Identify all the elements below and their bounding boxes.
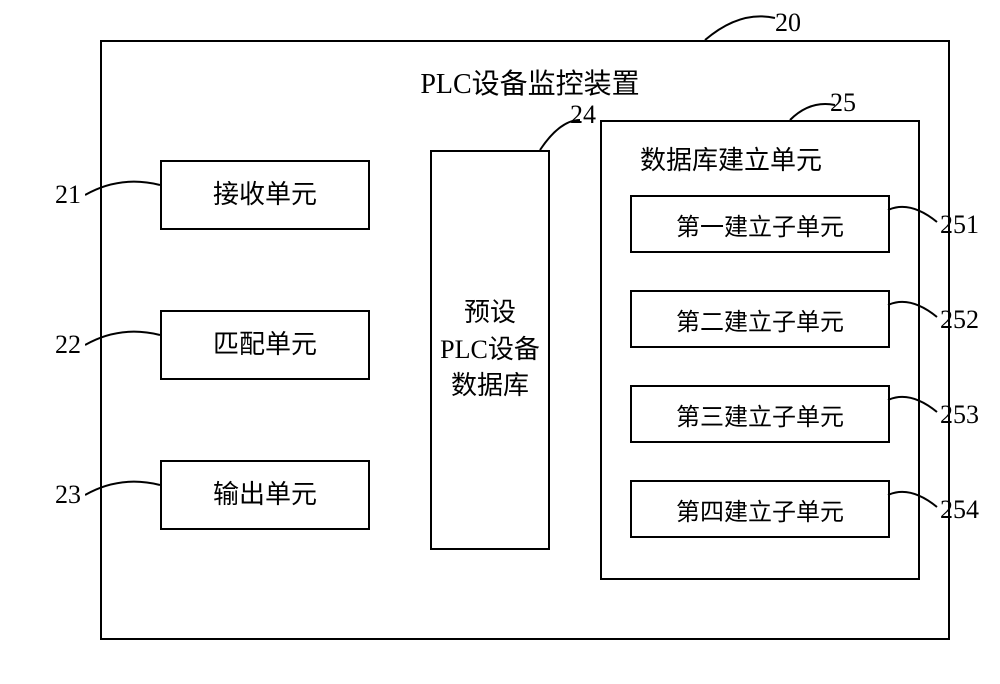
unit-match: 匹配单元 bbox=[160, 310, 370, 380]
leader-251 bbox=[885, 200, 940, 230]
leader-22 bbox=[85, 325, 165, 355]
ref-23: 23 bbox=[55, 480, 81, 510]
subunit-3-label: 第三建立子单元 bbox=[676, 397, 844, 432]
leader-25 bbox=[785, 100, 840, 125]
ref-254: 254 bbox=[940, 495, 979, 525]
leader-21 bbox=[85, 175, 165, 205]
diagram-canvas: PLC设备监控装置 接收单元 匹配单元 输出单元 预设 PLC设备 数据库 数据… bbox=[0, 0, 1000, 684]
unit-preset-db-label: 预设 PLC设备 数据库 bbox=[440, 295, 540, 404]
subunit-4: 第四建立子单元 bbox=[630, 480, 890, 538]
leader-20 bbox=[700, 10, 790, 45]
subunit-2: 第二建立子单元 bbox=[630, 290, 890, 348]
outer-title: PLC设备监控装置 bbox=[380, 62, 680, 102]
subunit-4-label: 第四建立子单元 bbox=[676, 492, 844, 527]
unit-output-label: 输出单元 bbox=[213, 477, 317, 513]
unit-receive-label: 接收单元 bbox=[213, 177, 317, 213]
unit-db-build-title: 数据库建立单元 bbox=[640, 140, 822, 177]
leader-24 bbox=[535, 115, 585, 155]
subunit-3: 第三建立子单元 bbox=[630, 385, 890, 443]
unit-output: 输出单元 bbox=[160, 460, 370, 530]
leader-253 bbox=[885, 390, 940, 420]
leader-254 bbox=[885, 485, 940, 515]
ref-252: 252 bbox=[940, 305, 979, 335]
ref-251: 251 bbox=[940, 210, 979, 240]
ref-253: 253 bbox=[940, 400, 979, 430]
subunit-2-label: 第二建立子单元 bbox=[676, 302, 844, 337]
ref-22: 22 bbox=[55, 330, 81, 360]
leader-23 bbox=[85, 475, 165, 505]
leader-252 bbox=[885, 295, 940, 325]
unit-preset-db: 预设 PLC设备 数据库 bbox=[430, 150, 550, 550]
subunit-1-label: 第一建立子单元 bbox=[676, 207, 844, 242]
subunit-1: 第一建立子单元 bbox=[630, 195, 890, 253]
ref-21: 21 bbox=[55, 180, 81, 210]
unit-match-label: 匹配单元 bbox=[213, 327, 317, 363]
unit-receive: 接收单元 bbox=[160, 160, 370, 230]
